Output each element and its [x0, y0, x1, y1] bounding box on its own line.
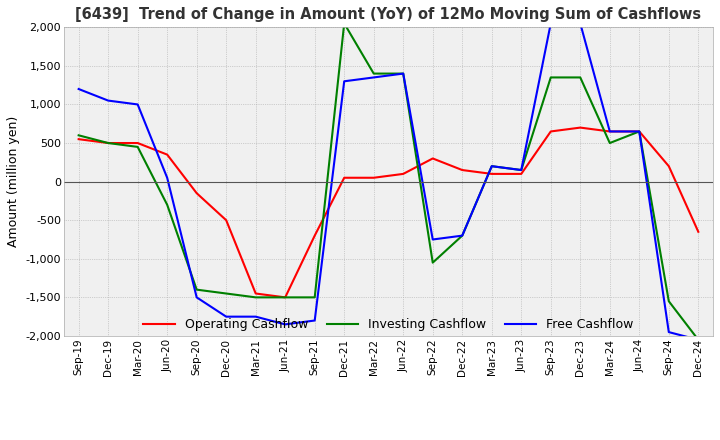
Free Cashflow: [310, 318, 319, 323]
Operating Cashflow: [310, 233, 319, 238]
Free Cashflow: [546, 21, 555, 26]
Investing Cashflow: [399, 71, 408, 76]
Investing Cashflow: [428, 260, 437, 265]
Operating Cashflow: [694, 229, 703, 235]
Operating Cashflow: [192, 191, 201, 196]
Operating Cashflow: [369, 175, 378, 180]
Operating Cashflow: [163, 152, 171, 157]
Operating Cashflow: [281, 295, 289, 300]
Free Cashflow: [104, 98, 112, 103]
Investing Cashflow: [517, 167, 526, 172]
Investing Cashflow: [310, 295, 319, 300]
Free Cashflow: [369, 75, 378, 80]
Operating Cashflow: [546, 129, 555, 134]
Free Cashflow: [694, 337, 703, 342]
Operating Cashflow: [606, 129, 614, 134]
Line: Free Cashflow: Free Cashflow: [78, 23, 698, 340]
Investing Cashflow: [665, 299, 673, 304]
Investing Cashflow: [222, 291, 230, 296]
Operating Cashflow: [487, 171, 496, 176]
Free Cashflow: [665, 330, 673, 335]
Free Cashflow: [517, 167, 526, 172]
Investing Cashflow: [251, 295, 260, 300]
Investing Cashflow: [133, 144, 142, 150]
Free Cashflow: [399, 71, 408, 76]
Investing Cashflow: [576, 75, 585, 80]
Free Cashflow: [340, 79, 348, 84]
Free Cashflow: [222, 314, 230, 319]
Free Cashflow: [576, 21, 585, 26]
Investing Cashflow: [487, 164, 496, 169]
Line: Investing Cashflow: Investing Cashflow: [78, 23, 698, 340]
Operating Cashflow: [517, 171, 526, 176]
Free Cashflow: [74, 86, 83, 92]
Free Cashflow: [192, 295, 201, 300]
Y-axis label: Amount (million yen): Amount (million yen): [7, 116, 20, 247]
Title: [6439]  Trend of Change in Amount (YoY) of 12Mo Moving Sum of Cashflows: [6439] Trend of Change in Amount (YoY) o…: [76, 7, 701, 22]
Investing Cashflow: [369, 71, 378, 76]
Investing Cashflow: [74, 133, 83, 138]
Free Cashflow: [163, 175, 171, 180]
Line: Operating Cashflow: Operating Cashflow: [78, 128, 698, 297]
Free Cashflow: [251, 314, 260, 319]
Investing Cashflow: [606, 140, 614, 146]
Operating Cashflow: [222, 217, 230, 223]
Free Cashflow: [606, 129, 614, 134]
Investing Cashflow: [635, 129, 644, 134]
Operating Cashflow: [133, 140, 142, 146]
Operating Cashflow: [576, 125, 585, 130]
Legend: Operating Cashflow, Investing Cashflow, Free Cashflow: Operating Cashflow, Investing Cashflow, …: [138, 313, 639, 336]
Investing Cashflow: [163, 202, 171, 207]
Operating Cashflow: [428, 156, 437, 161]
Free Cashflow: [458, 233, 467, 238]
Free Cashflow: [635, 129, 644, 134]
Investing Cashflow: [281, 295, 289, 300]
Operating Cashflow: [635, 129, 644, 134]
Operating Cashflow: [74, 136, 83, 142]
Free Cashflow: [133, 102, 142, 107]
Operating Cashflow: [458, 167, 467, 172]
Investing Cashflow: [340, 21, 348, 26]
Investing Cashflow: [458, 233, 467, 238]
Investing Cashflow: [104, 140, 112, 146]
Operating Cashflow: [399, 171, 408, 176]
Free Cashflow: [428, 237, 437, 242]
Operating Cashflow: [251, 291, 260, 296]
Operating Cashflow: [104, 140, 112, 146]
Operating Cashflow: [340, 175, 348, 180]
Investing Cashflow: [546, 75, 555, 80]
Investing Cashflow: [192, 287, 201, 292]
Free Cashflow: [487, 164, 496, 169]
Free Cashflow: [281, 322, 289, 327]
Investing Cashflow: [694, 337, 703, 342]
Operating Cashflow: [665, 164, 673, 169]
